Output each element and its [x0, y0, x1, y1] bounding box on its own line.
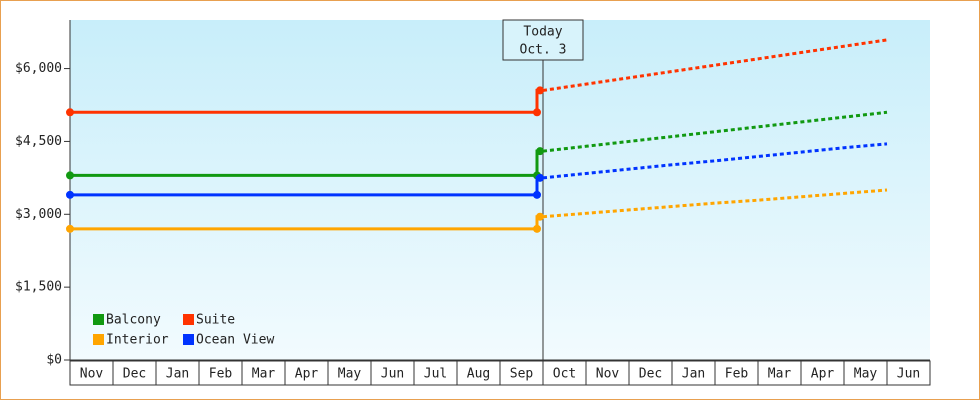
today-label: Today	[523, 25, 562, 40]
x-tick-label: Sep	[510, 367, 534, 382]
month-box	[800, 360, 845, 386]
legend-label: Suite	[196, 313, 235, 328]
month-box	[671, 360, 716, 386]
y-tick-label: $1,500	[15, 280, 62, 295]
legend-swatch	[183, 334, 194, 345]
x-tick-label: Apr	[811, 367, 835, 382]
x-tick-label: Mar	[252, 367, 276, 382]
legend-label: Ocean View	[196, 333, 274, 348]
point	[533, 190, 541, 199]
forecast-line	[542, 188, 888, 219]
month-box	[714, 360, 759, 386]
month-box	[155, 360, 200, 386]
month-box	[886, 360, 931, 386]
forecast-line	[542, 38, 888, 92]
x-tick-label: Apr	[295, 367, 319, 382]
x-tick-label: Aug	[467, 367, 490, 382]
y-tick-label: $0	[46, 353, 62, 368]
y-tick-label: $4,500	[15, 134, 62, 149]
x-tick-label: Feb	[725, 367, 749, 382]
legend-label: Interior	[106, 333, 169, 348]
point	[536, 212, 544, 221]
x-tick-label: May	[854, 367, 878, 382]
point	[536, 147, 544, 156]
month-box	[112, 360, 157, 386]
month-box	[542, 360, 587, 386]
legend-swatch	[93, 314, 104, 325]
x-tick-label: Jun	[381, 367, 404, 382]
point	[533, 108, 541, 117]
x-tick-label: Jan	[682, 367, 705, 382]
x-tick-label: Mar	[768, 367, 792, 382]
x-tick-label: Nov	[80, 367, 104, 382]
month-box	[241, 360, 286, 386]
month-box	[198, 360, 243, 386]
x-tick-label: Dec	[123, 367, 146, 382]
x-tick-label: Jan	[166, 367, 189, 382]
point	[536, 173, 544, 182]
plot-area	[70, 20, 930, 360]
legend-swatch	[183, 314, 194, 325]
legend-swatch	[93, 334, 104, 345]
y-tick-label: $6,000	[15, 61, 62, 76]
forecast-line	[542, 142, 888, 180]
x-tick-label: Oct	[553, 367, 576, 382]
x-tick-label: Feb	[209, 367, 233, 382]
point	[66, 190, 74, 199]
point	[66, 108, 74, 117]
month-box	[370, 360, 415, 386]
month-box	[585, 360, 630, 386]
today-box	[502, 19, 584, 61]
x-tick-label: Jun	[897, 367, 920, 382]
point	[533, 224, 541, 233]
x-tick-label: Nov	[596, 367, 620, 382]
point	[66, 171, 74, 180]
month-box	[456, 360, 501, 386]
y-tick-label: $3,000	[15, 207, 62, 222]
legend-label: Balcony	[106, 313, 161, 328]
x-tick-label: Dec	[639, 367, 662, 382]
point	[66, 224, 74, 233]
x-tick-label: Jul	[424, 367, 447, 382]
today-label: Oct. 3	[520, 43, 567, 58]
month-box	[69, 360, 114, 386]
point	[536, 86, 544, 95]
month-box	[843, 360, 888, 386]
forecast-line	[542, 110, 888, 153]
x-tick-label: May	[338, 367, 362, 382]
